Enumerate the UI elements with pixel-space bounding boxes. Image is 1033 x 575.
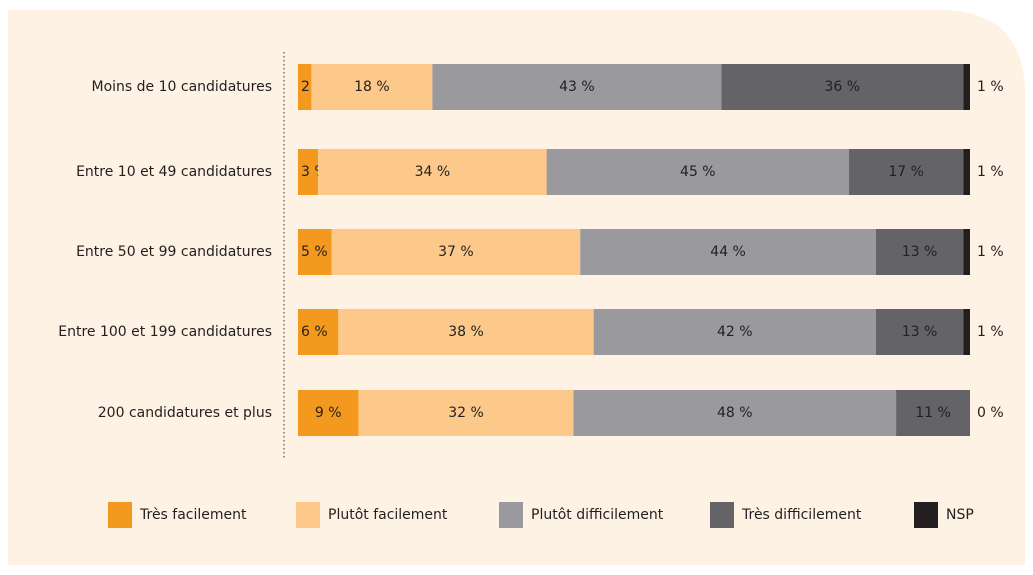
value-label: 11 %	[915, 405, 951, 421]
legend-swatch	[296, 502, 320, 528]
value-label: 5 %	[301, 244, 328, 260]
value-label: 43 %	[559, 79, 595, 95]
bar-segment	[580, 229, 876, 275]
value-label: 36 %	[825, 79, 861, 95]
bar-segment	[875, 229, 964, 275]
legend-label: Très facilement	[139, 507, 247, 523]
legend-swatch	[710, 502, 734, 528]
bar-segment	[311, 64, 433, 110]
value-label: 9 %	[315, 405, 342, 421]
category-label: Moins de 10 candidatures	[92, 79, 272, 95]
category-label: Entre 100 et 199 candidatures	[58, 324, 272, 340]
legend-swatch	[499, 502, 523, 528]
bar-segment	[896, 390, 970, 436]
bar-segment	[546, 149, 850, 195]
legend-label: Plutôt difficilement	[531, 507, 664, 523]
value-label: 17 %	[888, 164, 924, 180]
bar-segment	[318, 149, 547, 195]
value-label: 18 %	[354, 79, 390, 95]
bar-segment	[963, 149, 970, 195]
bar-segment	[298, 229, 332, 275]
value-label: 6 %	[301, 324, 328, 340]
legend-label: Plutôt facilement	[328, 507, 448, 523]
bar-segment	[963, 229, 970, 275]
bar-segment	[963, 309, 970, 355]
bar-segment	[338, 309, 594, 355]
value-label: 32 %	[448, 405, 484, 421]
value-label: 1 %	[977, 79, 1004, 95]
legend-swatch	[108, 502, 132, 528]
bar-segment	[331, 229, 581, 275]
bar-segment	[298, 309, 339, 355]
bar-segment	[432, 64, 722, 110]
bar-segment	[875, 309, 964, 355]
bar-segment	[593, 309, 876, 355]
bar-segment	[358, 390, 574, 436]
category-label: Entre 50 et 99 candidatures	[76, 244, 272, 260]
value-label: 42 %	[717, 324, 753, 340]
value-label: 1 %	[977, 324, 1004, 340]
category-label: Entre 10 et 49 candidatures	[76, 164, 272, 180]
bar-segment	[963, 64, 970, 110]
value-label: 13 %	[902, 244, 938, 260]
legend-swatch	[914, 502, 938, 528]
value-label: 44 %	[710, 244, 746, 260]
value-label: 1 %	[977, 244, 1004, 260]
value-label: 45 %	[680, 164, 716, 180]
legend-label: Très difficilement	[741, 507, 862, 523]
bar-segment	[573, 390, 897, 436]
bar-segment	[849, 149, 964, 195]
bar-segment	[298, 64, 312, 110]
category-label: 200 candidatures et plus	[98, 405, 272, 421]
value-label: 1 %	[977, 164, 1004, 180]
bar-segment	[298, 149, 319, 195]
value-label: 38 %	[448, 324, 484, 340]
value-label: 34 %	[415, 164, 451, 180]
legend-label: NSP	[946, 507, 974, 523]
bar-segment	[298, 390, 359, 436]
value-label: 48 %	[717, 405, 753, 421]
value-label: 37 %	[438, 244, 474, 260]
bar-segment	[721, 64, 964, 110]
value-label: 0 %	[977, 405, 1004, 421]
value-label: 13 %	[902, 324, 938, 340]
